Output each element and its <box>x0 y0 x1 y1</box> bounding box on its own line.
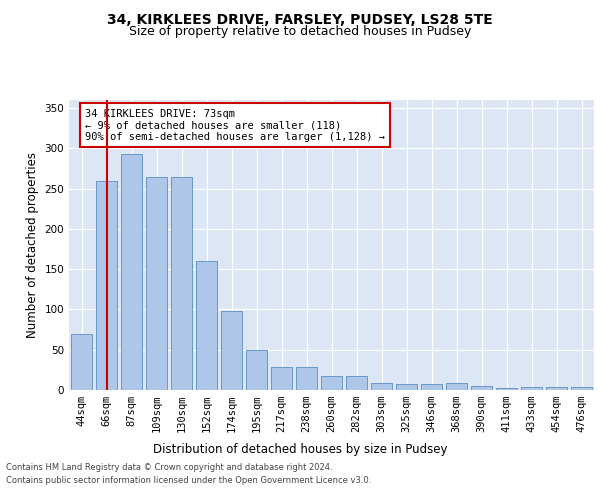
Bar <box>346 376 367 390</box>
Bar <box>521 387 542 390</box>
Bar <box>96 180 117 390</box>
Text: Size of property relative to detached houses in Pudsey: Size of property relative to detached ho… <box>129 25 471 38</box>
Bar <box>71 334 92 390</box>
Text: Distribution of detached houses by size in Pudsey: Distribution of detached houses by size … <box>153 442 447 456</box>
Text: Contains public sector information licensed under the Open Government Licence v3: Contains public sector information licen… <box>6 476 371 485</box>
Bar <box>546 387 567 390</box>
Bar <box>371 383 392 390</box>
Bar <box>196 261 217 390</box>
Bar <box>296 368 317 390</box>
Bar <box>396 384 417 390</box>
Text: Contains HM Land Registry data © Crown copyright and database right 2024.: Contains HM Land Registry data © Crown c… <box>6 462 332 471</box>
Bar <box>246 350 267 390</box>
Bar <box>171 178 192 390</box>
Bar <box>471 386 492 390</box>
Bar <box>446 383 467 390</box>
Bar <box>146 176 167 390</box>
Bar <box>121 154 142 390</box>
Bar <box>221 311 242 390</box>
Bar <box>321 376 342 390</box>
Bar <box>421 384 442 390</box>
Y-axis label: Number of detached properties: Number of detached properties <box>26 152 39 338</box>
Bar <box>496 388 517 390</box>
Bar <box>271 368 292 390</box>
Text: 34, KIRKLEES DRIVE, FARSLEY, PUDSEY, LS28 5TE: 34, KIRKLEES DRIVE, FARSLEY, PUDSEY, LS2… <box>107 12 493 26</box>
Text: 34 KIRKLEES DRIVE: 73sqm
← 9% of detached houses are smaller (118)
90% of semi-d: 34 KIRKLEES DRIVE: 73sqm ← 9% of detache… <box>85 108 385 142</box>
Bar <box>571 387 592 390</box>
